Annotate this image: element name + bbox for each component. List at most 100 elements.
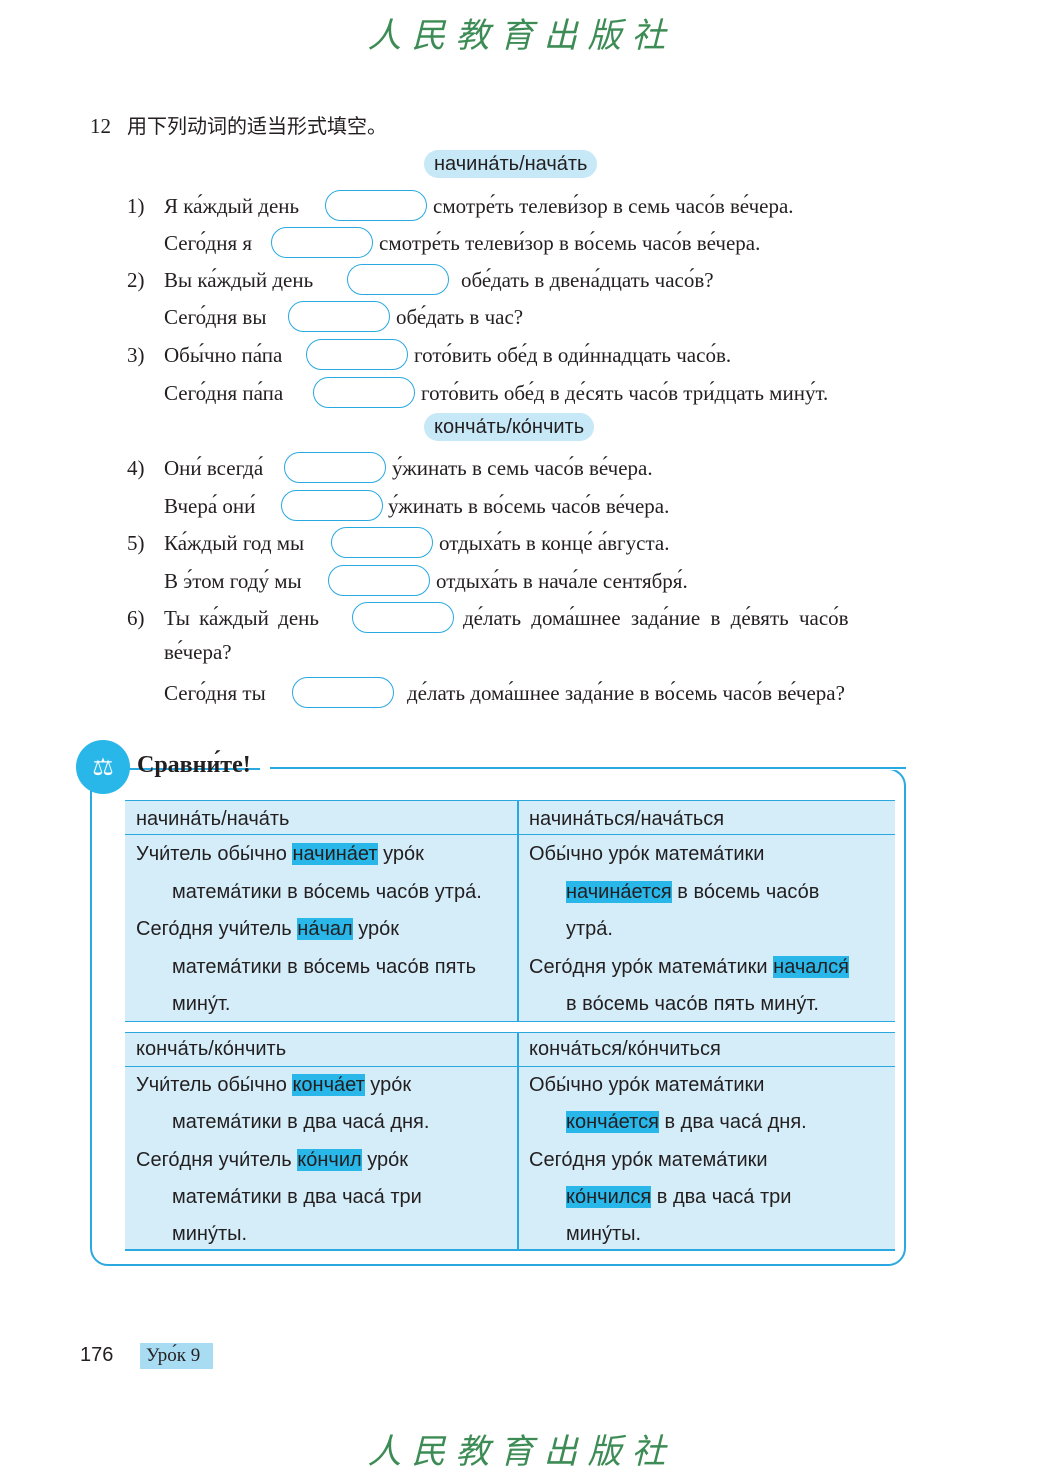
answer-blank[interactable] bbox=[271, 227, 373, 258]
cell-line: Учи́тель обы́чно конча́ет уро́к bbox=[136, 1072, 411, 1098]
text-segment bbox=[125, 1021, 895, 1033]
sentence-start: Ка́ждый год мы bbox=[164, 531, 305, 555]
cell-line: Учи́тель обы́чно начина́ет уро́к bbox=[136, 841, 424, 867]
cell-line: начина́ется в во́семь часо́в bbox=[566, 879, 819, 905]
sentence-start: В э́том году́ мы bbox=[164, 569, 302, 593]
text-segment bbox=[517, 1032, 519, 1250]
cell-line: ко́нчился в два часа́ три bbox=[566, 1184, 791, 1210]
text-segment bbox=[517, 800, 519, 1022]
sentence-end: гото́вить обе́д в де́сять часо́в три́дца… bbox=[421, 381, 829, 405]
sentence-end: обе́дать в двена́дцать часо́в? bbox=[461, 268, 714, 292]
item-number: 1) bbox=[127, 194, 145, 218]
answer-blank[interactable] bbox=[292, 677, 394, 708]
exercise-number: 12 bbox=[90, 114, 111, 138]
answer-blank[interactable] bbox=[313, 377, 415, 408]
text-segment: Сего́дня учи́тель bbox=[136, 1149, 298, 1171]
sentence-start: Я ка́ждый день bbox=[164, 194, 300, 218]
cell-line: Сего́дня уро́к матема́тики bbox=[529, 1149, 768, 1171]
text-segment: уро́к bbox=[364, 1074, 412, 1096]
verb-pair-tag: конча́ть/ко́нчить bbox=[424, 413, 595, 441]
highlighted-verb: ко́нчил bbox=[297, 1149, 362, 1171]
highlighted-verb: на́чал bbox=[297, 918, 353, 940]
sentence-end: де́лать дома́шнее зада́ние в во́семь час… bbox=[407, 681, 845, 705]
sentence-start: Они́ всегда́ bbox=[164, 456, 264, 480]
cell-line: матема́тики в два часа́ дня. bbox=[172, 1111, 430, 1133]
cell-line: конча́ется в два часа́ дня. bbox=[566, 1109, 807, 1135]
exercise-instruction: 用下列动词的适当形式填空。 bbox=[127, 114, 387, 138]
cell-line: мину́ты. bbox=[566, 1223, 642, 1245]
text-segment: в во́семь часо́в bbox=[671, 881, 820, 903]
cell-line: Обы́чно уро́к матема́тики bbox=[529, 1074, 765, 1096]
text-segment bbox=[125, 1249, 895, 1251]
text-segment: в два часа́ три bbox=[651, 1186, 792, 1208]
publisher-logo: 人民教育出版社 bbox=[367, 1432, 676, 1472]
text-segment: Учи́тель обы́чно bbox=[136, 843, 293, 865]
sentence-continuation: ве́чера? bbox=[164, 640, 232, 664]
header-cell: конча́ть/ко́нчить bbox=[136, 1038, 287, 1060]
sentence-start: Сего́дня я bbox=[164, 231, 253, 255]
text-segment: Сего́дня уро́к матема́тики bbox=[529, 956, 774, 978]
header-cell: конча́ться/ко́нчиться bbox=[529, 1038, 721, 1060]
answer-blank[interactable] bbox=[352, 602, 454, 633]
sentence-start: Вчера́ они́ bbox=[164, 494, 256, 518]
text-segment: уро́к bbox=[377, 843, 424, 865]
header-cell: начина́ть/нача́ть bbox=[136, 808, 290, 830]
sentence-end: смотре́ть телеви́зор в во́семь часо́в ве… bbox=[379, 231, 761, 255]
publisher-logo: 人民教育出版社 bbox=[367, 16, 676, 56]
sentence-end: де́лать дома́шнее зада́ние в де́вять час… bbox=[463, 606, 849, 630]
sentence-start: Сего́дня ты bbox=[164, 681, 266, 705]
sentence-start: Сего́дня вы bbox=[164, 305, 267, 329]
answer-blank[interactable] bbox=[288, 301, 390, 332]
text-segment: в два часа́ дня. bbox=[658, 1111, 807, 1133]
highlighted-verb: ко́нчился bbox=[566, 1186, 652, 1208]
item-number: 3) bbox=[127, 343, 145, 367]
item-number: 2) bbox=[127, 268, 145, 292]
sentence-end: обе́дать в час? bbox=[396, 305, 524, 329]
verb-pair-tag: начина́ть/нача́ть bbox=[424, 150, 598, 178]
sentence-end: гото́вить обе́д в оди́ннадцать часо́в. bbox=[414, 343, 732, 367]
compare-title: Сравни́те! bbox=[137, 752, 251, 778]
text-segment: уро́к bbox=[352, 918, 399, 940]
cell-line: Сего́дня учи́тель ко́нчил уро́к bbox=[136, 1147, 408, 1173]
table-header-row bbox=[125, 800, 895, 835]
item-number: 4) bbox=[127, 456, 145, 480]
answer-blank[interactable] bbox=[328, 565, 430, 596]
sentence-start: Вы ка́ждый день bbox=[164, 268, 314, 292]
item-number: 6) bbox=[127, 606, 145, 630]
sentence-end: у́жинать в во́семь часо́в ве́чера. bbox=[388, 494, 670, 518]
cell-line: матема́тики в во́семь часо́в утра́. bbox=[172, 881, 482, 903]
highlighted-verb: конча́ет bbox=[292, 1074, 365, 1096]
sentence-start: Ты ка́ждый день bbox=[164, 606, 319, 630]
sentence-end: смотре́ть телеви́зор в семь часо́в ве́че… bbox=[433, 194, 794, 218]
answer-blank[interactable] bbox=[281, 490, 383, 521]
item-number: 5) bbox=[127, 531, 145, 555]
highlighted-verb: начался́ bbox=[773, 956, 849, 978]
sentence-start: Сего́дня па́па bbox=[164, 381, 284, 405]
sentence-end: отдыха́ть в нача́ле сентября́. bbox=[436, 569, 688, 593]
highlighted-verb: конча́ется bbox=[566, 1111, 659, 1133]
title-rule bbox=[270, 767, 906, 769]
compare-icon: ⚖ bbox=[76, 740, 130, 794]
answer-blank[interactable] bbox=[325, 190, 427, 221]
answer-blank[interactable] bbox=[306, 339, 408, 370]
page-number: 176 bbox=[80, 1344, 114, 1366]
lesson-badge: Уро́к 9 bbox=[140, 1343, 213, 1369]
cell-line: утра́. bbox=[566, 918, 613, 940]
cell-line: матема́тики в во́семь часо́в пять bbox=[172, 956, 477, 978]
text-segment: уро́к bbox=[361, 1149, 409, 1171]
table-header-row bbox=[125, 1032, 895, 1067]
cell-line: Обы́чно уро́к матема́тики bbox=[529, 843, 765, 865]
header-cell: начина́ться/нача́ться bbox=[529, 808, 725, 830]
sentence-end: у́жинать в семь часо́в ве́чера. bbox=[392, 456, 653, 480]
cell-line: Сего́дня учи́тель на́чал уро́к bbox=[136, 916, 399, 942]
cell-line: мину́ты. bbox=[172, 1223, 248, 1245]
cell-line: мину́т. bbox=[172, 993, 231, 1015]
answer-blank[interactable] bbox=[331, 527, 433, 558]
answer-blank[interactable] bbox=[347, 264, 449, 295]
text-segment: Сего́дня учи́тель bbox=[136, 918, 298, 940]
cell-line: матема́тики в два часа́ три bbox=[172, 1186, 422, 1208]
sentence-end: отдыха́ть в конце́ а́вгуста. bbox=[439, 531, 670, 555]
answer-blank[interactable] bbox=[284, 452, 386, 483]
cell-line: Сего́дня уро́к матема́тики начался́ bbox=[529, 954, 849, 980]
highlighted-verb: начина́ется bbox=[566, 881, 672, 903]
